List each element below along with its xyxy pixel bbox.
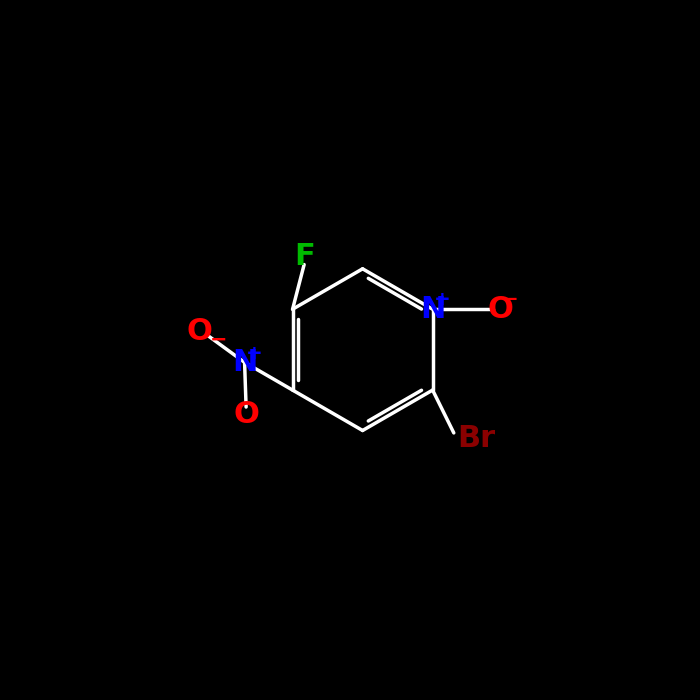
Text: F: F — [294, 242, 314, 272]
Text: N: N — [420, 295, 445, 323]
Text: +: + — [433, 290, 450, 309]
Text: O: O — [487, 295, 513, 323]
Text: N: N — [232, 348, 258, 377]
Text: Br: Br — [458, 424, 496, 453]
Text: −: − — [209, 329, 227, 349]
Text: O: O — [233, 400, 259, 429]
Text: +: + — [246, 344, 262, 363]
Text: −: − — [501, 290, 518, 309]
Text: O: O — [187, 317, 213, 346]
